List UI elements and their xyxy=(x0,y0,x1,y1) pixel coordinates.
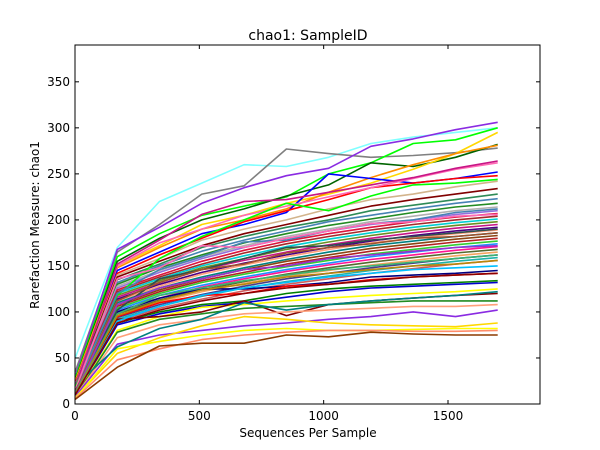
series-line-22 xyxy=(74,223,498,391)
x-tick-label: 500 xyxy=(188,409,211,423)
series-line-35 xyxy=(74,259,498,395)
series-line-55 xyxy=(74,232,498,393)
x-tick-label: 1000 xyxy=(308,409,339,423)
series-line-19 xyxy=(74,215,498,390)
series-line-42 xyxy=(74,300,498,398)
series-line-50 xyxy=(74,160,498,388)
x-tick-label: 1500 xyxy=(433,409,464,423)
series-line-31 xyxy=(74,248,498,394)
series-line-43 xyxy=(74,303,498,398)
x-axis-ticks: 0 500 1000 1500 xyxy=(71,45,463,423)
series-line-28 xyxy=(74,240,498,393)
series-line-60 xyxy=(74,272,498,396)
series-line-56 xyxy=(74,244,498,394)
y-tick-label: 0 xyxy=(62,397,70,411)
series-line-20 xyxy=(74,218,498,390)
y-tick-label: 200 xyxy=(47,213,70,227)
series-line-16 xyxy=(74,206,498,388)
y-tick-label: 350 xyxy=(47,75,70,89)
series-line-15 xyxy=(74,202,498,388)
series-line-21 xyxy=(74,220,498,391)
series-line-7 xyxy=(74,144,498,383)
series-line-13 xyxy=(74,193,498,387)
series-line-9 xyxy=(74,174,498,384)
series-line-26 xyxy=(74,234,498,392)
series-line-49 xyxy=(74,290,498,387)
series-line-2 xyxy=(74,147,498,373)
series-line-46 xyxy=(74,327,498,400)
series-line-58 xyxy=(74,259,498,395)
plot-frame xyxy=(74,44,541,405)
series-line-47 xyxy=(74,329,498,400)
series-line-24 xyxy=(74,229,498,392)
y-tick-label: 250 xyxy=(47,167,70,181)
series-line-4 xyxy=(74,127,498,379)
chart-title: chao1: SampleID xyxy=(248,28,367,44)
y-tick-label: 50 xyxy=(55,351,70,365)
y-tick-label: 150 xyxy=(47,259,70,273)
plot-area xyxy=(74,121,499,401)
y-axis-label: Rarefaction Measure: chao1 xyxy=(28,141,42,309)
x-axis-label: Sequences Per Sample xyxy=(239,426,376,440)
y-tick-label: 100 xyxy=(47,305,70,319)
series-line-12 xyxy=(74,187,498,386)
series-line-44 xyxy=(74,309,498,398)
series-line-45 xyxy=(74,315,498,399)
y-tick-label: 300 xyxy=(47,121,70,135)
series-line-53 xyxy=(74,213,498,391)
series-line-10 xyxy=(74,162,498,386)
series-line-38 xyxy=(74,279,498,396)
x-tick-label: 0 xyxy=(71,409,79,423)
series-line-59 xyxy=(74,265,498,396)
series-line-52 xyxy=(74,208,498,390)
series-line-57 xyxy=(74,254,498,394)
series-line-3 xyxy=(74,121,498,377)
series-line-48 xyxy=(74,331,498,401)
series-line-40 xyxy=(74,288,498,397)
y-axis-ticks: 0 50 100 150 200 250 300 350 xyxy=(47,75,540,411)
series-line-11 xyxy=(74,180,498,385)
series-line-27 xyxy=(74,237,498,393)
